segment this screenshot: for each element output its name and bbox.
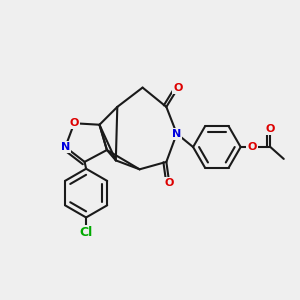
Text: Cl: Cl [80, 226, 93, 239]
Text: N: N [61, 142, 70, 152]
Text: O: O [165, 178, 174, 188]
Text: O: O [247, 142, 256, 152]
Text: O: O [70, 118, 79, 128]
Text: O: O [173, 82, 183, 93]
Text: N: N [172, 129, 182, 139]
Text: O: O [266, 124, 275, 134]
